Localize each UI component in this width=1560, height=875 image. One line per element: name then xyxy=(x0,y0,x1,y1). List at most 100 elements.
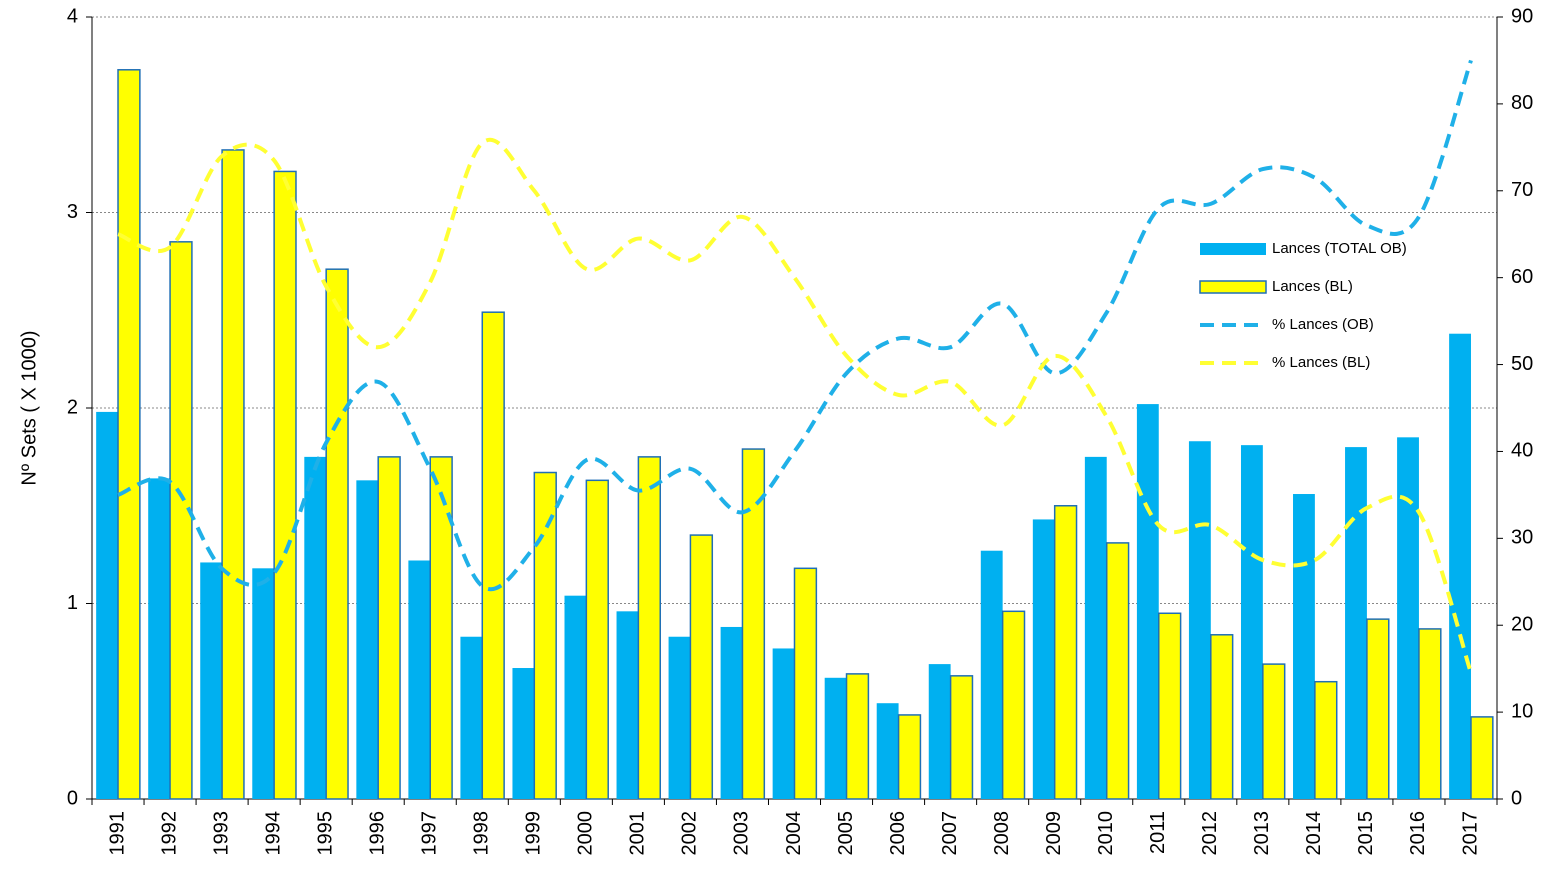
x-tick-label: 1999 xyxy=(523,811,545,856)
bar xyxy=(876,703,899,799)
legend-label: Lances (BL) xyxy=(1272,278,1353,295)
bar xyxy=(980,550,1003,799)
x-tick-label: 2010 xyxy=(1095,811,1117,856)
bar xyxy=(668,636,691,799)
y2-tick-label: 70 xyxy=(1511,179,1533,201)
legend-label: % Lances (OB) xyxy=(1272,316,1374,333)
bar xyxy=(616,611,639,799)
bar xyxy=(564,595,587,799)
bar xyxy=(928,664,951,799)
x-tick-label: 2007 xyxy=(939,811,961,856)
legend-label: % Lances (BL) xyxy=(1272,354,1370,371)
line xyxy=(117,138,1473,674)
x-tick-label: 2014 xyxy=(1303,811,1325,856)
bar xyxy=(1470,716,1494,800)
y-tick-label: 2 xyxy=(67,396,78,418)
bar xyxy=(1158,612,1182,800)
bar xyxy=(481,311,505,800)
bar xyxy=(949,675,974,800)
bar xyxy=(221,149,245,800)
bar xyxy=(741,448,766,800)
y2-tick-label: 10 xyxy=(1511,700,1533,722)
y2-tick-label: 80 xyxy=(1511,92,1533,114)
bar xyxy=(304,456,327,799)
x-tick-label: 2002 xyxy=(679,811,701,856)
bar xyxy=(252,568,275,799)
bar xyxy=(1366,618,1390,800)
legend-label: Lances (TOTAL OB) xyxy=(1272,240,1407,257)
bar xyxy=(1345,447,1367,799)
legend-swatch xyxy=(1200,243,1266,255)
x-tick-label: 2003 xyxy=(731,811,753,856)
bar xyxy=(1188,441,1211,799)
bar xyxy=(200,562,223,799)
bar xyxy=(96,411,119,799)
bar xyxy=(325,268,349,800)
bar xyxy=(356,480,379,799)
x-tick-label: 1993 xyxy=(210,811,232,856)
y-tick-label: 4 xyxy=(67,5,78,27)
bar xyxy=(408,560,431,799)
y2-tick-label: 40 xyxy=(1511,440,1533,462)
y2-tick-label: 90 xyxy=(1511,5,1533,27)
bar xyxy=(637,456,661,800)
bar xyxy=(793,567,818,800)
bar xyxy=(1032,519,1055,799)
bar xyxy=(1240,445,1263,799)
bar xyxy=(169,241,193,800)
x-tick-label: 2015 xyxy=(1355,811,1377,856)
x-tick-label: 2016 xyxy=(1407,811,1429,856)
bar xyxy=(1084,456,1107,799)
bar xyxy=(429,456,453,800)
y2-tick-label: 60 xyxy=(1511,266,1533,288)
x-tick-label: 2012 xyxy=(1199,811,1221,856)
y2-tick-label: 20 xyxy=(1511,614,1533,636)
x-tick-label: 2013 xyxy=(1251,811,1273,856)
x-tick-label: 2009 xyxy=(1043,811,1065,856)
x-tick-label: 2017 xyxy=(1459,811,1481,856)
y2-tick-label: 50 xyxy=(1511,353,1533,375)
bar xyxy=(1418,628,1442,800)
bar xyxy=(585,479,609,800)
y2-tick-label: 0 xyxy=(1511,787,1522,809)
x-tick-label: 2011 xyxy=(1147,811,1169,854)
bar xyxy=(1001,610,1026,800)
y-tick-label: 1 xyxy=(67,592,78,614)
bar xyxy=(1293,494,1315,799)
y-axis-label: Nº Sets ( X 1000) xyxy=(18,330,40,485)
bar xyxy=(1262,663,1286,800)
bar xyxy=(772,648,795,799)
bar xyxy=(720,626,743,799)
line xyxy=(117,59,1473,592)
bar xyxy=(1449,333,1471,799)
x-tick-label: 1997 xyxy=(419,811,441,856)
x-tick-label: 2000 xyxy=(575,811,597,856)
x-tick-label: 1991 xyxy=(106,811,128,856)
y-tick-label: 3 xyxy=(67,201,78,223)
bar xyxy=(377,456,401,800)
x-tick-label: 2004 xyxy=(783,811,805,856)
x-tick-label: 1995 xyxy=(314,811,336,856)
bar xyxy=(1210,634,1234,800)
bar xyxy=(897,714,922,800)
bar xyxy=(1397,437,1419,799)
bar xyxy=(117,69,141,800)
bar xyxy=(1053,505,1078,800)
x-tick-label: 2006 xyxy=(887,811,909,856)
bar xyxy=(824,677,847,799)
bar xyxy=(689,534,714,800)
bar xyxy=(148,478,171,799)
bar xyxy=(460,636,483,799)
bar xyxy=(512,668,535,799)
x-tick-label: 2001 xyxy=(627,811,649,856)
y2-tick-label: 30 xyxy=(1511,527,1533,549)
bar xyxy=(1105,542,1130,800)
y-tick-label: 0 xyxy=(67,787,78,809)
bar xyxy=(845,673,870,800)
x-tick-label: 2008 xyxy=(991,811,1013,856)
bar xyxy=(1136,404,1159,799)
bar xyxy=(273,170,297,800)
x-tick-label: 1992 xyxy=(158,811,180,856)
bar xyxy=(1314,680,1338,800)
